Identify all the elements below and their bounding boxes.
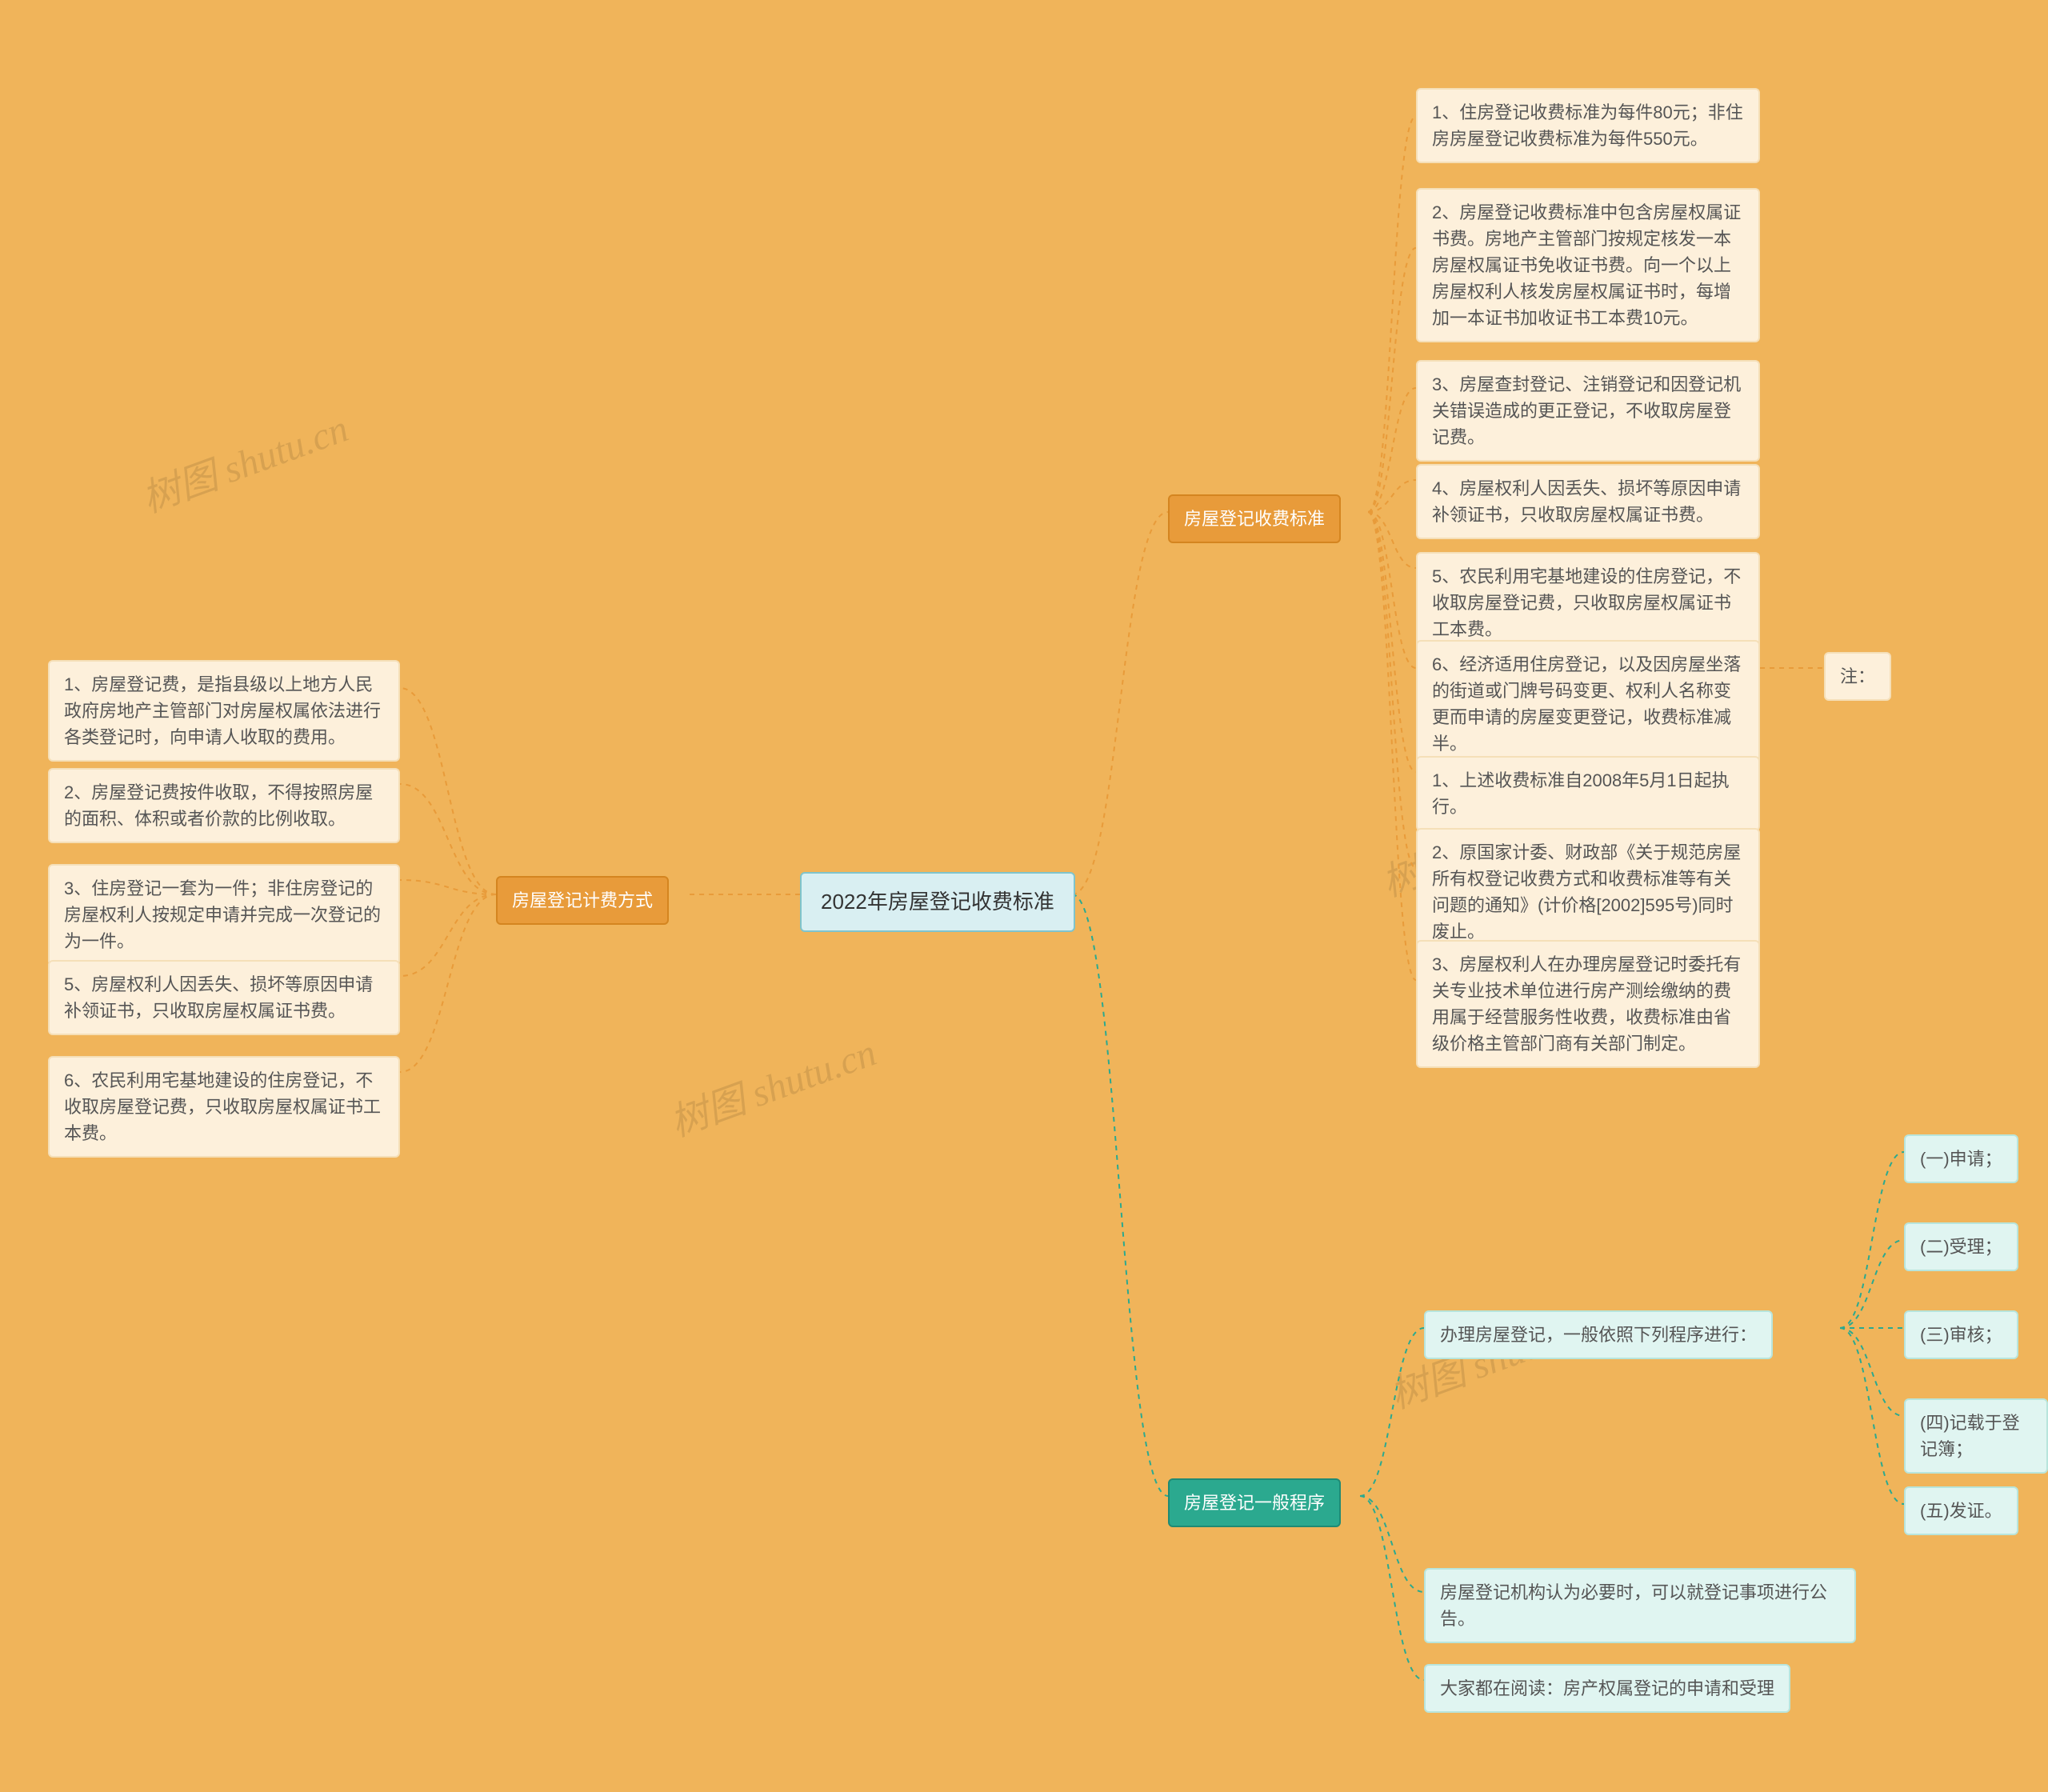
leaf-calc-3: 3、住房登记一套为一件；非住房登记的房屋权利人按规定申请并完成一次登记的为一件。: [48, 864, 400, 966]
leaf-fee-6: 6、经济适用住房登记，以及因房屋坐落的街道或门牌号码变更、权利人名称变更而申请的…: [1416, 640, 1760, 768]
leaf-proc-step-3: (三)审核；: [1904, 1310, 2018, 1359]
leaf-proc-step-1: (一)申请；: [1904, 1134, 2018, 1183]
branch-procedure: 房屋登记一般程序: [1168, 1478, 1341, 1527]
leaf-fee-2: 2、房屋登记收费标准中包含房屋权属证书费。房地产主管部门按规定核发一本房屋权属证…: [1416, 188, 1760, 342]
leaf-fee-8: 2、原国家计委、财政部《关于规范房屋所有权登记收费方式和收费标准等有关问题的通知…: [1416, 828, 1760, 956]
conn-root-fee: [1072, 512, 1168, 894]
leaf-calc-5: 6、农民利用宅基地建设的住房登记，不收取房屋登记费，只收取房屋权属证书工本费。: [48, 1056, 400, 1158]
leaf-fee-note: 注：: [1824, 652, 1891, 701]
branch-calc-method: 房屋登记计费方式: [496, 876, 669, 925]
leaf-calc-1: 1、房屋登记费，是指县级以上地方人民政府房地产主管部门对房屋权属依法进行各类登记…: [48, 660, 400, 762]
mindmap-root: 2022年房屋登记收费标准: [800, 872, 1075, 932]
leaf-fee-9: 3、房屋权利人在办理房屋登记时委托有关专业技术单位进行房产测绘缴纳的费用属于经营…: [1416, 940, 1760, 1068]
leaf-proc-subtitle: 办理房屋登记，一般依照下列程序进行：: [1424, 1310, 1773, 1359]
leaf-proc-step-5: (五)发证。: [1904, 1486, 2018, 1535]
leaf-proc-step-4: (四)记载于登记簿；: [1904, 1398, 2048, 1474]
leaf-fee-5: 5、农民利用宅基地建设的住房登记，不收取房屋登记费，只收取房屋权属证书工本费。: [1416, 552, 1760, 654]
leaf-fee-4: 4、房屋权利人因丢失、损坏等原因申请补领证书，只收取房屋权属证书费。: [1416, 464, 1760, 539]
leaf-calc-4: 5、房屋权利人因丢失、损坏等原因申请补领证书，只收取房屋权属证书费。: [48, 960, 400, 1035]
leaf-proc-extra-1: 房屋登记机构认为必要时，可以就登记事项进行公告。: [1424, 1568, 1856, 1643]
leaf-fee-7: 1、上述收费标准自2008年5月1日起执行。: [1416, 756, 1760, 831]
leaf-proc-extra-2: 大家都在阅读：房产权属登记的申请和受理: [1424, 1664, 1790, 1713]
watermark: 树图 shutu.cn: [133, 397, 354, 523]
leaf-proc-step-2: (二)受理；: [1904, 1222, 2018, 1271]
leaf-calc-2: 2、房屋登记费按件收取，不得按照房屋的面积、体积或者价款的比例收取。: [48, 768, 400, 843]
leaf-fee-3: 3、房屋查封登记、注销登记和因登记机关错误造成的更正登记，不收取房屋登记费。: [1416, 360, 1760, 462]
watermark: 树图 shutu.cn: [661, 1021, 882, 1147]
branch-fee-standard: 房屋登记收费标准: [1168, 494, 1341, 543]
conn-root-proc: [1072, 894, 1168, 1496]
leaf-fee-1: 1、住房登记收费标准为每件80元；非住房房屋登记收费标准为每件550元。: [1416, 88, 1760, 163]
